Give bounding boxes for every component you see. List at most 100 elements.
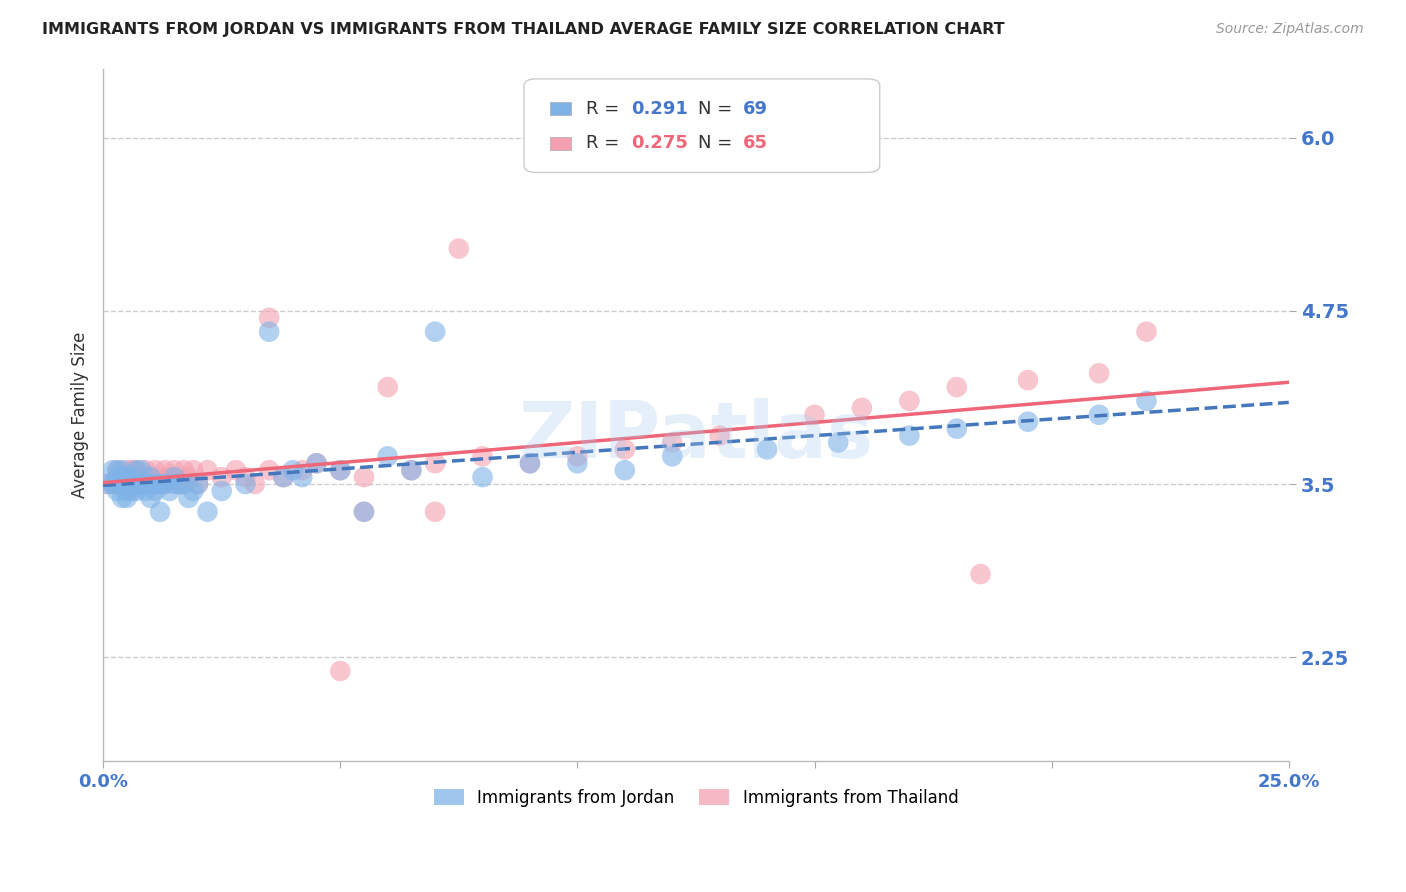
Point: [291, 470, 314, 484]
Point: [111, 470, 134, 484]
Point: [969, 567, 991, 582]
Point: [163, 470, 186, 484]
Text: R =: R =: [586, 135, 624, 153]
Point: [377, 380, 399, 394]
Point: [187, 477, 209, 491]
Point: [129, 477, 152, 491]
Point: [567, 456, 589, 470]
Point: [135, 477, 157, 491]
Point: [121, 470, 143, 484]
Point: [946, 422, 969, 436]
Point: [613, 463, 636, 477]
Point: [197, 505, 219, 519]
Point: [149, 470, 172, 484]
Point: [105, 477, 128, 491]
Point: [115, 470, 138, 484]
Point: [163, 477, 186, 491]
FancyBboxPatch shape: [550, 137, 571, 150]
Point: [567, 450, 589, 464]
Y-axis label: Average Family Size: Average Family Size: [72, 332, 89, 498]
Point: [401, 463, 423, 477]
Point: [211, 483, 233, 498]
Point: [1135, 325, 1157, 339]
Point: [115, 477, 138, 491]
Point: [143, 463, 166, 477]
Text: 0.275: 0.275: [631, 135, 688, 153]
Point: [125, 463, 148, 477]
Point: [423, 325, 446, 339]
Point: [181, 463, 204, 477]
Point: [353, 470, 375, 484]
Point: [1088, 408, 1111, 422]
Text: 0.291: 0.291: [631, 100, 688, 118]
Point: [187, 477, 209, 491]
Point: [111, 470, 134, 484]
Point: [329, 463, 352, 477]
Point: [173, 477, 195, 491]
FancyBboxPatch shape: [550, 103, 571, 115]
Point: [1135, 393, 1157, 408]
Point: [111, 491, 134, 505]
Point: [153, 463, 176, 477]
Point: [353, 505, 375, 519]
Point: [115, 477, 138, 491]
Point: [101, 477, 124, 491]
Point: [125, 483, 148, 498]
Point: [153, 477, 176, 491]
Point: [115, 477, 138, 491]
Text: IMMIGRANTS FROM JORDAN VS IMMIGRANTS FROM THAILAND AVERAGE FAMILY SIZE CORRELATI: IMMIGRANTS FROM JORDAN VS IMMIGRANTS FRO…: [42, 22, 1005, 37]
Point: [181, 483, 204, 498]
Point: [305, 456, 328, 470]
Point: [135, 463, 157, 477]
Text: N =: N =: [699, 135, 738, 153]
Point: [613, 442, 636, 457]
Point: [111, 463, 134, 477]
Point: [105, 483, 128, 498]
Point: [139, 477, 162, 491]
Point: [235, 477, 257, 491]
Point: [173, 463, 195, 477]
Point: [661, 435, 683, 450]
Point: [129, 470, 152, 484]
Point: [105, 463, 128, 477]
Point: [159, 483, 181, 498]
Point: [1017, 373, 1039, 387]
Point: [121, 483, 143, 498]
Point: [149, 505, 172, 519]
Point: [139, 491, 162, 505]
Point: [329, 463, 352, 477]
Point: [423, 456, 446, 470]
Point: [471, 470, 494, 484]
Point: [377, 450, 399, 464]
Point: [257, 310, 280, 325]
Point: [163, 463, 186, 477]
Point: [709, 428, 731, 442]
Point: [143, 477, 166, 491]
Point: [153, 477, 176, 491]
Point: [121, 463, 143, 477]
Point: [115, 483, 138, 498]
Point: [125, 477, 148, 491]
Point: [851, 401, 873, 415]
Point: [135, 477, 157, 491]
Point: [803, 408, 825, 422]
Text: 69: 69: [744, 100, 768, 118]
Point: [167, 477, 190, 491]
Point: [159, 470, 181, 484]
Point: [129, 477, 152, 491]
Point: [235, 470, 257, 484]
Point: [143, 477, 166, 491]
Point: [167, 477, 190, 491]
Text: Source: ZipAtlas.com: Source: ZipAtlas.com: [1216, 22, 1364, 37]
Point: [329, 664, 352, 678]
Point: [898, 428, 921, 442]
Point: [471, 450, 494, 464]
Point: [273, 470, 295, 484]
Point: [97, 477, 120, 491]
Point: [121, 470, 143, 484]
Point: [519, 456, 541, 470]
Point: [1017, 415, 1039, 429]
Point: [101, 477, 124, 491]
Point: [111, 477, 134, 491]
Point: [827, 435, 849, 450]
